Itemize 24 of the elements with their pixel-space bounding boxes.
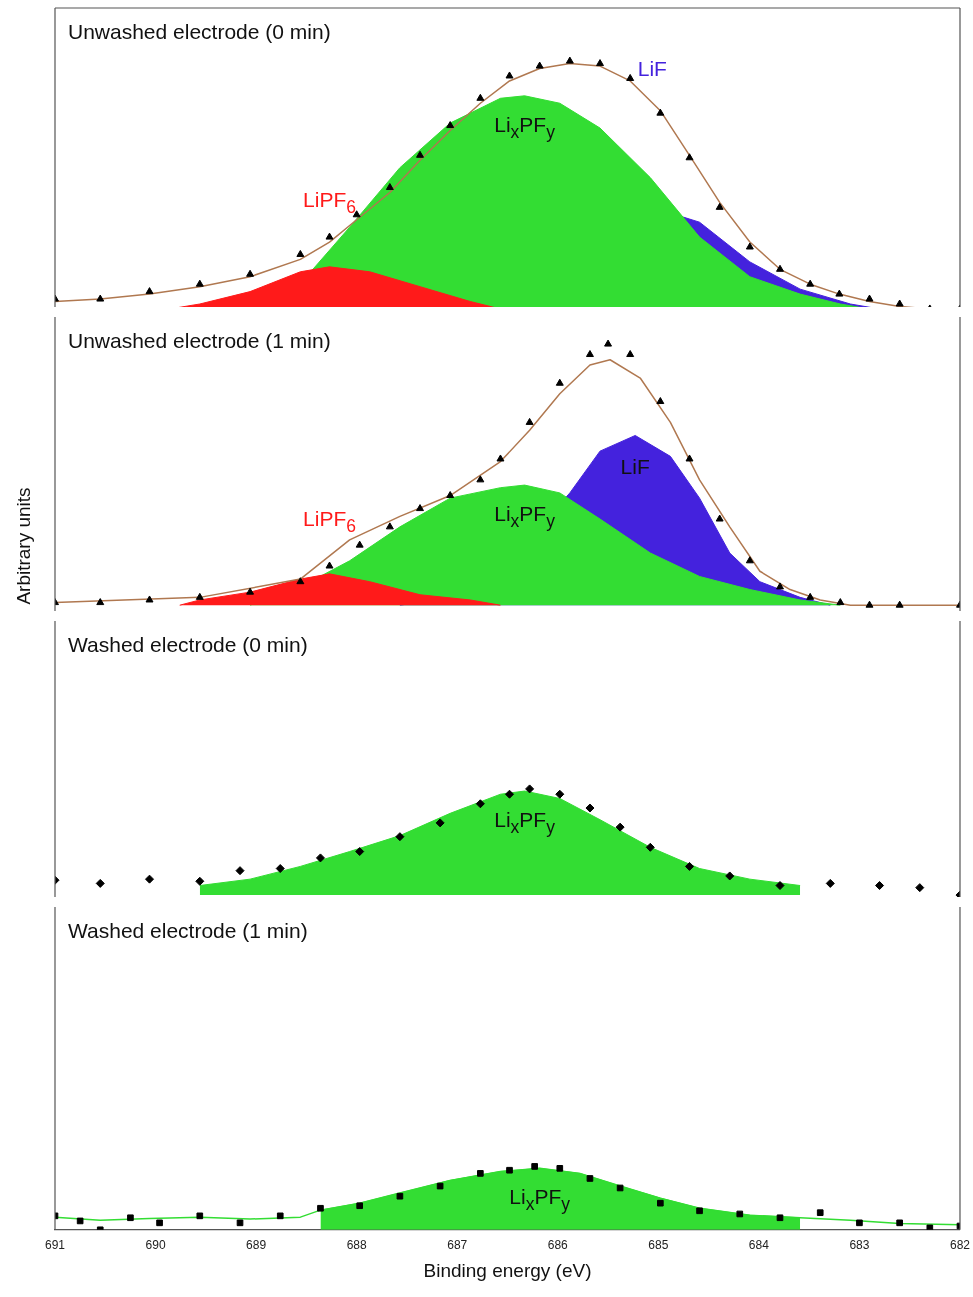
text: LiPF$_{6}$ xyxy=(303,188,356,218)
x-tick-label: 686 xyxy=(547,1238,569,1253)
chart-title: Washed electrode (1 min) xyxy=(68,919,308,943)
text: LiF xyxy=(637,56,667,81)
text: LiPF$_{6}$ xyxy=(303,507,356,537)
x-tick-label: 687 xyxy=(447,1238,468,1253)
y-axis-title: Arbitrary units xyxy=(13,487,35,605)
chart-title: Washed electrode (0 min) xyxy=(68,633,308,657)
chart-title: Unwashed electrode (1 min) xyxy=(68,329,331,353)
x-tick-label: 688 xyxy=(346,1238,367,1253)
series-label: Li$_{x}$PF$_{y}$ xyxy=(509,1185,571,1215)
chart-title: Unwashed electrode (0 min) xyxy=(68,20,331,44)
x-tick-label: 689 xyxy=(246,1238,267,1253)
x-tick-label: 684 xyxy=(748,1238,770,1253)
series-label: Li$_{x}$PF$_{y}$ xyxy=(494,502,555,532)
x-tick-label: 682 xyxy=(949,1238,971,1253)
x-tick-label: 685 xyxy=(648,1238,669,1253)
series-label: Li$_{x}$PF$_{y}$ xyxy=(494,808,555,838)
x-axis-title: Binding energy (eV) xyxy=(423,1259,592,1281)
x-tick-label: 691 xyxy=(44,1238,66,1253)
x-tick-label: 683 xyxy=(849,1238,870,1253)
series-label: LiF xyxy=(620,455,650,480)
x-tick-label: 690 xyxy=(145,1238,166,1253)
series-label: Li$_{x}$PF$_{y}$ xyxy=(494,113,555,143)
